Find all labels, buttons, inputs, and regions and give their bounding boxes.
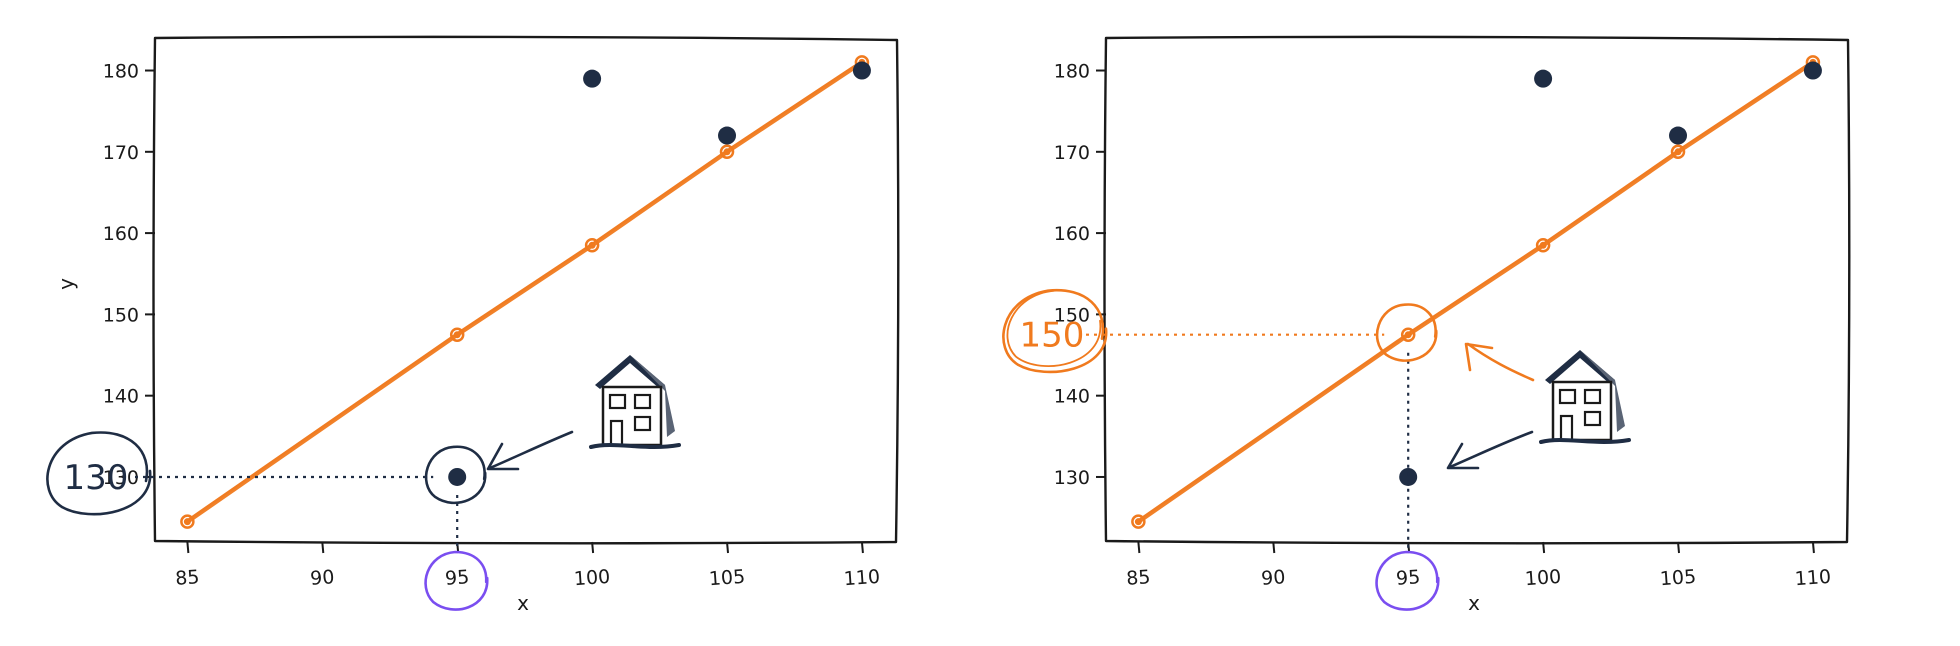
x-tick-label: 85 (175, 566, 201, 590)
value-label-circle-sketch (1006, 289, 1102, 367)
arrow-head (1464, 342, 1494, 372)
x-tick-label: 105 (708, 566, 746, 590)
house-icon (589, 355, 681, 449)
fit-point-fill (1674, 148, 1682, 156)
x-tick-label: 95 (444, 566, 470, 590)
house-window (1558, 388, 1577, 405)
chart-panel-2: 85 90 95 100 105 110 130 140 150 160 170 180 x 150 (1002, 35, 1851, 615)
arrow-head (1446, 442, 1480, 470)
x-tick-label: 90 (309, 566, 335, 590)
x-tick (1137, 541, 1141, 554)
fit-line (1136, 60, 1816, 524)
house-side-shade (630, 355, 675, 437)
house-ground (589, 443, 681, 449)
y-tick-label: 140 (1054, 386, 1090, 408)
fit-point (1131, 514, 1146, 529)
x-axis-label: x (1468, 591, 1480, 615)
y-tick-label: 140 (103, 386, 139, 408)
x-tick (726, 541, 730, 554)
y-axis-label: y (54, 278, 78, 290)
x-tick (591, 541, 595, 554)
arrow-icon (488, 430, 574, 470)
x-axis-label: x (517, 591, 529, 615)
x-tick (186, 541, 190, 554)
fit-point-fill (1134, 518, 1142, 526)
fit-point-fill (1539, 241, 1547, 249)
x-tick-label: 95 (1395, 566, 1421, 590)
y-tick-label: 180 (1054, 61, 1090, 83)
fit-point (584, 238, 600, 253)
y-tick-label: 130 (103, 467, 139, 489)
arrow-head (486, 442, 520, 471)
x-highlight-circle (424, 550, 489, 611)
house-icon (1539, 350, 1631, 444)
highlight-value-label: 150 (1020, 316, 1085, 356)
x-tick-label: 90 (1260, 566, 1286, 590)
house-window (1583, 388, 1602, 405)
highlight-circle (424, 445, 487, 505)
chart-panel-1: 85 90 95 100 105 110 130 140 150 160 170 180 x y 130 (46, 35, 900, 615)
plot-frame (1103, 35, 1851, 545)
house-roof (595, 355, 665, 389)
data-point (1399, 467, 1418, 486)
fit-point (449, 327, 465, 342)
data-point (1669, 126, 1688, 145)
x-tick (1677, 541, 1681, 554)
x-tick-label: 100 (573, 566, 611, 590)
x-tick (1542, 541, 1546, 554)
x-tick (860, 541, 864, 554)
house-window (633, 393, 652, 410)
y-tick-label: 150 (1054, 304, 1090, 326)
data-point (448, 467, 467, 486)
y-tick-label: 130 (1054, 467, 1090, 489)
plot-frame (152, 35, 900, 545)
x-tick-label: 105 (1659, 566, 1697, 590)
y-tick-label: 170 (103, 142, 139, 164)
value-label-circle (46, 431, 152, 516)
x-highlight-circle (1375, 550, 1440, 611)
fit-point-fill (183, 518, 191, 526)
fit-point-fill (723, 148, 731, 156)
fit-point (180, 514, 195, 529)
fit-point (1535, 238, 1551, 253)
highlight-value-label: 130 (64, 458, 129, 498)
house-roof (1545, 350, 1615, 384)
data-point (583, 69, 602, 88)
y-tick-label: 180 (103, 61, 139, 83)
x-tick (1272, 541, 1276, 554)
arrow-icon (1448, 430, 1534, 469)
fit-point-fill (1404, 331, 1412, 339)
x-tick-label: 110 (1794, 566, 1832, 590)
y-tick-label: 160 (1054, 223, 1090, 245)
y-tick-label: 160 (103, 223, 139, 245)
data-point (718, 126, 737, 145)
house-window (633, 415, 652, 432)
value-label-circle (1002, 288, 1108, 374)
house-ground (1539, 438, 1631, 444)
fit-point (1400, 327, 1416, 342)
x-tick-label: 110 (843, 566, 881, 590)
data-point (1803, 61, 1822, 80)
y-tick-label: 150 (103, 304, 139, 326)
highlight-circle (1375, 303, 1438, 362)
house-side-shade (1580, 350, 1625, 432)
fit-point-fill (588, 241, 596, 249)
x-tick (321, 541, 325, 554)
data-point (852, 61, 871, 80)
fit-point-fill (453, 331, 461, 339)
fit-point (719, 144, 735, 160)
x-tick-label: 85 (1126, 566, 1152, 590)
y-tick-label: 170 (1054, 142, 1090, 164)
fit-point (1670, 144, 1686, 160)
data-point (1534, 69, 1553, 88)
x-tick-label: 100 (1524, 566, 1562, 590)
house-window (608, 393, 627, 410)
arrow-icon (1466, 342, 1535, 382)
house-window (1583, 410, 1602, 427)
x-tick (1811, 541, 1815, 554)
